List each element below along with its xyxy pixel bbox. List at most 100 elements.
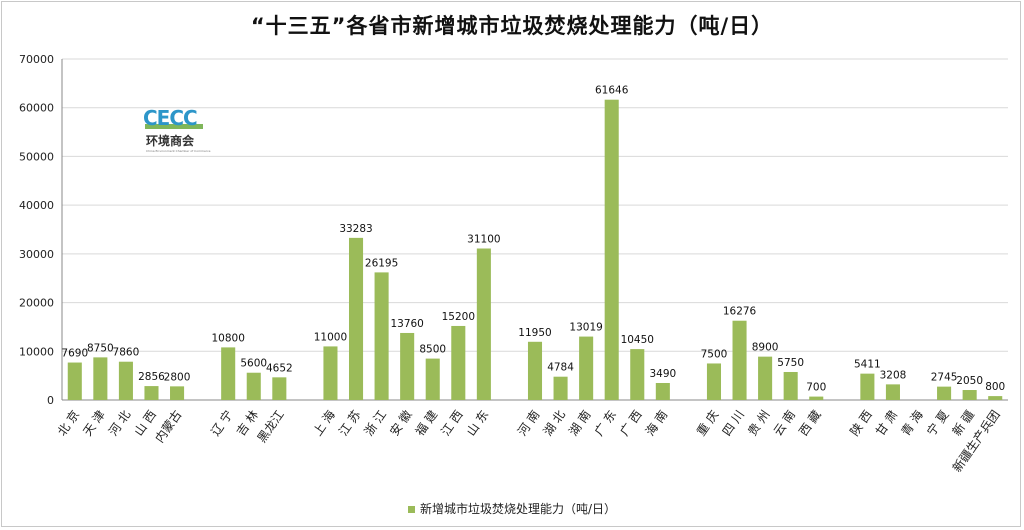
data-label: 700 xyxy=(806,382,826,394)
data-label: 11000 xyxy=(314,331,347,343)
category-label: 甘 肃 xyxy=(873,408,900,439)
data-label: 7500 xyxy=(701,348,728,360)
data-label: 61646 xyxy=(595,85,629,97)
category-label: 北 京 xyxy=(55,408,82,439)
logo-bar xyxy=(145,124,203,129)
gridlines xyxy=(62,58,1008,401)
y-tick-label: 40000 xyxy=(19,199,54,212)
category-label: 江 苏 xyxy=(336,408,363,439)
legend: 新增城市垃圾焚烧处理能力（吨/日） xyxy=(0,500,1024,517)
bar xyxy=(93,357,108,400)
category-label: 江 西 xyxy=(438,408,465,439)
bar xyxy=(170,386,185,400)
y-tick-label: 60000 xyxy=(19,102,54,115)
bar xyxy=(604,99,619,400)
bar xyxy=(527,341,543,400)
data-label: 5411 xyxy=(854,359,881,371)
bar xyxy=(783,371,798,400)
bar xyxy=(655,382,670,400)
data-label: 800 xyxy=(985,381,1005,393)
data-label: 7860 xyxy=(113,347,140,359)
category-label: 黑龙江 xyxy=(255,408,287,446)
category-label: 天 津 xyxy=(80,408,107,439)
data-label: 2856 xyxy=(138,371,165,383)
bar xyxy=(144,386,159,400)
data-label: 2745 xyxy=(931,372,958,384)
bar xyxy=(374,272,389,400)
category-label: 辽 宁 xyxy=(207,407,235,438)
data-label: 7690 xyxy=(61,348,88,360)
data-label: 2800 xyxy=(164,371,191,383)
bar xyxy=(348,237,364,400)
data-label: 31100 xyxy=(467,233,500,245)
category-label: 陕 西 xyxy=(847,407,875,438)
category-label: 安 徽 xyxy=(386,407,414,438)
bars xyxy=(67,99,1003,400)
bar xyxy=(221,347,236,400)
category-label: 四 川 xyxy=(720,408,747,439)
bar xyxy=(962,390,977,400)
data-label: 2050 xyxy=(956,375,983,387)
category-label: 山 东 xyxy=(464,408,491,439)
data-label: 5600 xyxy=(240,358,267,370)
bar xyxy=(476,248,491,400)
y-tick-label: 50000 xyxy=(19,150,54,163)
legend-swatch xyxy=(407,506,415,513)
y-tick-label: 20000 xyxy=(19,297,54,310)
bar xyxy=(323,346,338,400)
bar xyxy=(630,349,645,400)
cecc-logo: CECC 环境商会 China Environment Chamber of C… xyxy=(143,106,211,156)
bar xyxy=(732,320,747,400)
category-label: 上 海 xyxy=(310,407,338,438)
data-label: 8500 xyxy=(419,344,446,356)
bar xyxy=(758,356,773,400)
bar xyxy=(400,332,415,400)
y-tick-label: 30000 xyxy=(19,248,54,261)
data-label: 13019 xyxy=(569,322,602,334)
data-label: 8900 xyxy=(752,342,779,354)
logo-tagline: China Environment Chamber of Commerce xyxy=(146,149,211,153)
logo-subtitle: 环境商会 xyxy=(146,134,195,148)
category-label: 河 北 xyxy=(106,408,133,439)
bar xyxy=(272,377,287,400)
bar xyxy=(937,386,952,400)
bar xyxy=(885,384,900,400)
legend-label: 新增城市垃圾焚烧处理能力（吨/日） xyxy=(419,502,617,516)
chart-title: “十三五”各省市新增城市垃圾焚烧处理能力（吨/日） xyxy=(250,14,774,38)
y-tick-label: 70000 xyxy=(19,53,54,66)
bar xyxy=(706,363,722,400)
category-label: 青 海 xyxy=(898,407,926,438)
y-axis: 0 10000 20000 30000 40000 50000 60000 70000 xyxy=(19,53,63,407)
bar xyxy=(553,376,568,400)
category-label: 广 西 xyxy=(617,408,644,439)
category-label: 云 南 xyxy=(770,407,798,438)
bar xyxy=(67,362,82,400)
data-label: 3208 xyxy=(880,369,907,381)
category-label: 内蒙古 xyxy=(152,407,185,445)
bar xyxy=(579,336,594,400)
data-label: 10450 xyxy=(621,334,654,346)
bar xyxy=(809,396,824,400)
category-label: 海 南 xyxy=(642,407,670,438)
category-label: 重 庆 xyxy=(694,408,721,439)
data-label: 15200 xyxy=(442,311,475,323)
bar xyxy=(118,361,133,400)
data-label: 4652 xyxy=(266,362,293,374)
data-label: 5750 xyxy=(777,357,804,369)
category-label: 宁 夏 xyxy=(923,407,951,438)
category-label: 福 建 xyxy=(412,407,440,438)
data-label: 8750 xyxy=(87,342,114,354)
data-label: 16276 xyxy=(723,306,757,318)
logo-text: CECC xyxy=(143,106,198,130)
data-label: 13760 xyxy=(390,318,423,330)
category-label: 广 东 xyxy=(592,408,619,439)
category-label: 湖 北 xyxy=(540,407,568,438)
data-label: 3490 xyxy=(649,368,676,380)
category-label: 贵 州 xyxy=(745,408,772,439)
y-tick-label: 10000 xyxy=(19,345,54,358)
category-label: 湖 南 xyxy=(565,407,593,438)
data-label: 10800 xyxy=(211,332,244,344)
